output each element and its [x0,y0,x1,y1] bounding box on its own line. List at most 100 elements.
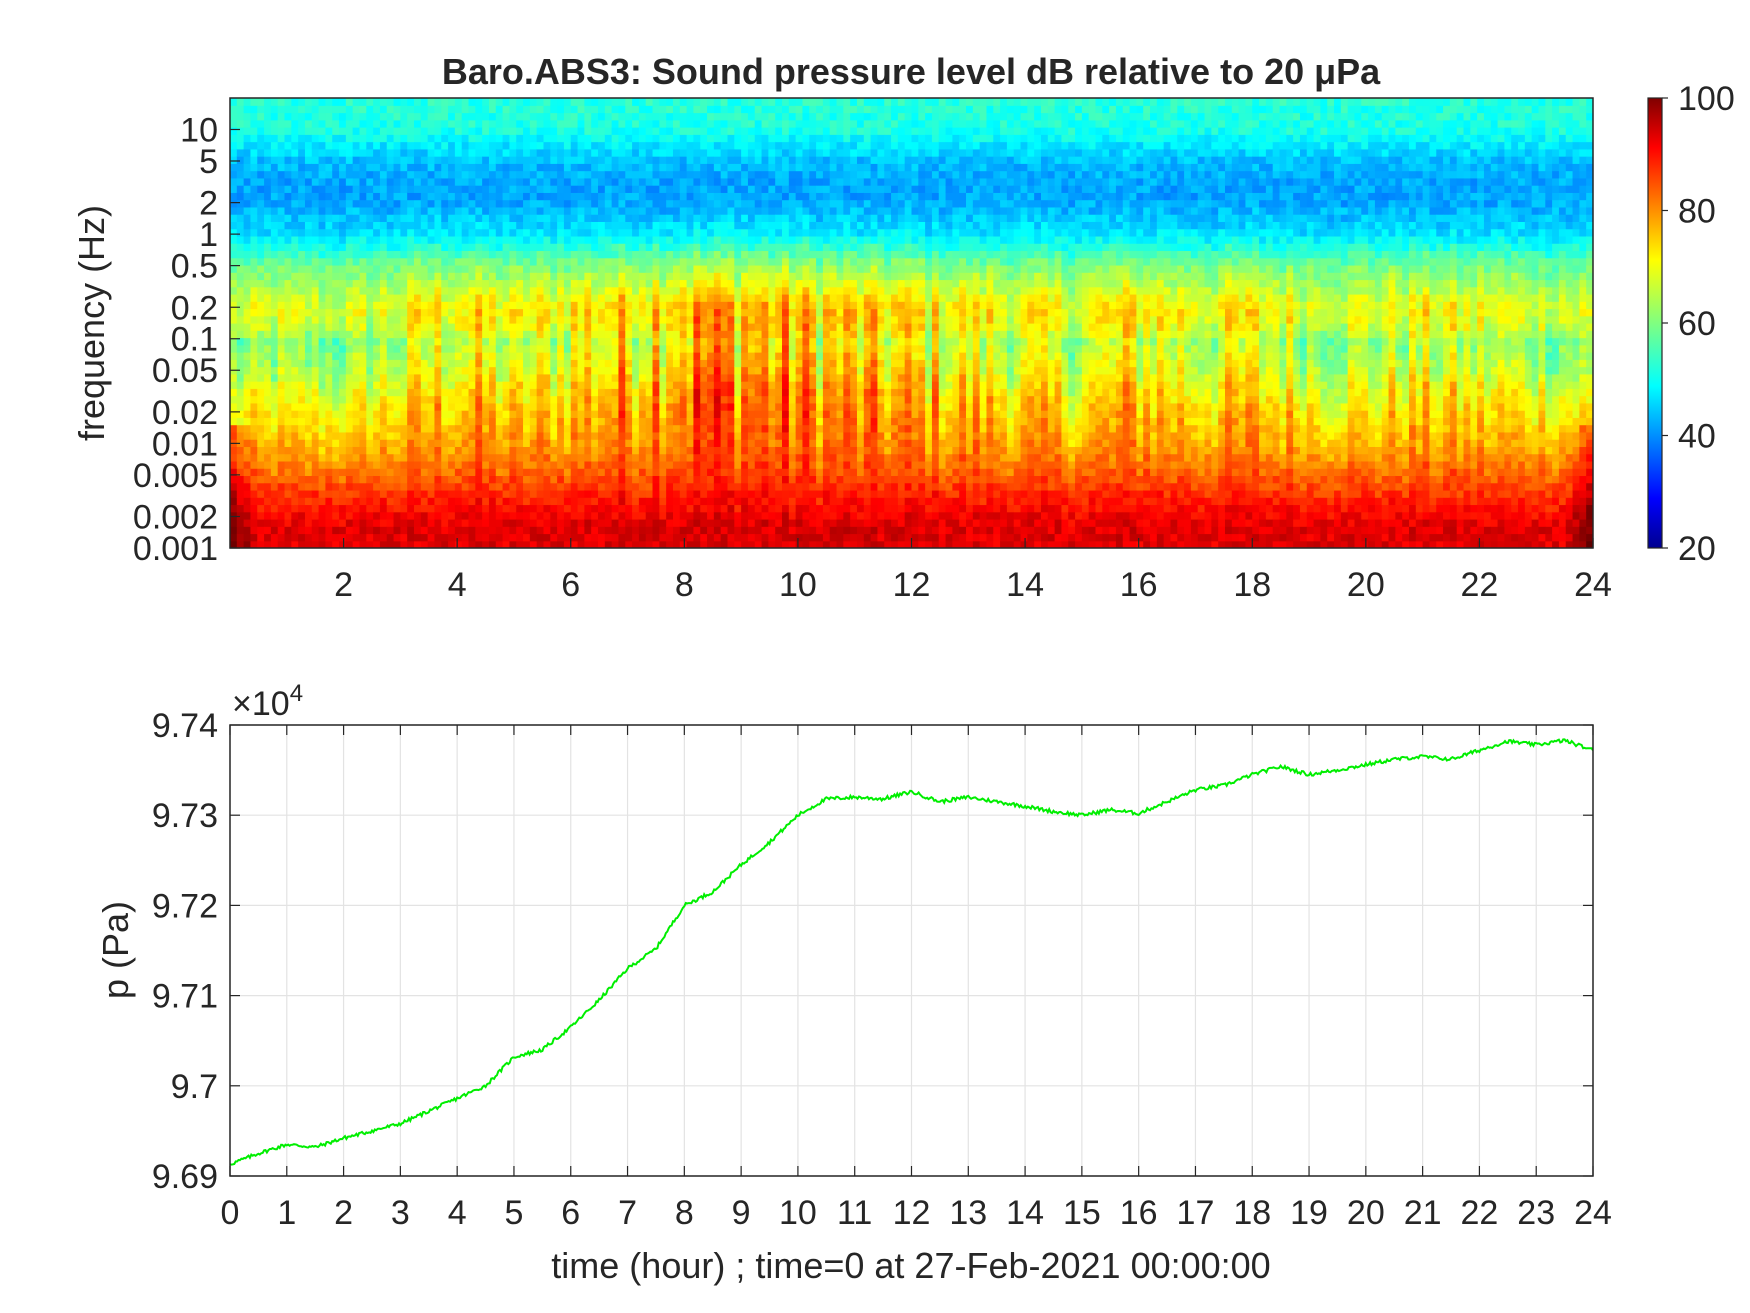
spectrogram-cell [434,460,442,469]
spectrogram-cell [257,98,265,106]
spectrogram-cell [727,286,735,295]
spectrogram-cell [230,293,238,302]
spectrogram-cell [516,410,524,418]
spectrogram-cell [598,279,606,288]
spectrogram-cell [761,156,769,164]
spectrogram-cell [495,475,504,484]
spectrogram-cell [502,511,511,520]
spectrogram-cell [550,177,558,186]
spectrogram-cell [557,199,565,208]
spectrogram-cell [557,489,565,498]
spectrogram-cell [632,453,640,462]
spectrogram-cell [570,315,579,324]
spectrogram-cell [345,518,354,527]
spectrogram-cell [523,518,531,527]
spectrogram-cell [270,337,279,346]
spectrogram-cell [386,293,395,302]
spectrogram-cell [625,127,633,135]
spectrogram-cell [666,206,674,215]
spectrogram-cell [482,337,490,346]
spectrogram-cell [345,272,354,281]
spectrogram-cell [672,489,681,498]
spectrogram-cell [557,315,565,324]
spectrogram-cell [379,148,388,157]
spectrogram-cell [250,373,258,382]
spectrogram-cell [700,279,708,288]
spectrogram-cell [700,330,708,339]
spectrogram-cell [393,460,401,469]
spectrogram-cell [373,446,381,455]
spectrogram-cell [645,214,654,222]
spectrogram-cell [604,410,613,418]
spectrogram-cell [707,337,715,346]
spectrogram-cell [475,344,483,353]
spectrogram-cell [604,98,613,106]
spectrogram-cell [468,170,476,179]
spectrogram-cell [720,105,729,114]
spectrogram-cell [243,337,252,346]
spectrogram-cell [488,148,497,157]
spectrogram-cell [366,388,374,397]
spectrogram-cell [693,127,701,135]
spectrogram-cell [441,381,449,389]
spectrogram-cell [679,199,688,208]
spectrogram-cell [502,156,511,164]
spectrogram-cell [284,105,292,114]
spectrogram-cell [277,511,286,520]
spectrogram-cell [550,98,558,106]
spectrogram-cell [754,446,763,455]
spectrogram-cell [775,526,783,535]
spectrogram-cell [570,170,579,179]
spectrogram-cell [468,446,476,455]
spectrogram-cell [427,344,436,353]
spectrogram-cell [359,192,367,201]
spectrogram-cell [257,163,265,172]
spectrogram-cell [754,177,763,186]
spectrogram-cell [352,366,361,375]
spectrogram-cell [284,243,292,252]
spectrogram-cell [475,460,483,469]
spectrogram-cell [686,511,695,520]
spectrogram-cell [618,344,626,353]
spectrogram-cell [727,497,735,506]
spectrogram-cell [632,366,640,375]
spectrogram-cell [495,468,504,477]
spectrogram-cell [591,460,599,469]
spectrogram-cell [720,235,729,244]
spectrogram-cell [768,308,776,317]
spectrogram-cell [400,286,408,295]
spectrogram-cell [270,127,279,135]
spectrogram-cell [713,395,722,404]
spectrogram-cell [761,352,769,360]
spectrogram-cell [318,468,327,477]
spectrogram-cell [679,250,688,259]
spectrogram-cell [550,511,558,520]
spectrogram-cell [775,352,783,360]
spectrogram-cell [461,228,470,237]
spectrogram-cell [584,134,592,143]
spectrogram-cell [720,431,729,440]
spectrogram-cell [734,170,742,179]
spectrogram-cell [632,504,640,513]
spectrogram-cell [679,286,688,295]
spectrogram-cell [516,417,524,426]
spectrogram-cell [516,301,524,310]
spectrogram-cell [264,199,272,208]
spectrogram-cell [441,192,449,201]
spectrogram-cell [352,156,361,164]
spectrogram-cell [652,344,660,353]
spectrogram-cell [304,453,313,462]
spectrogram-cell [741,185,749,193]
spectrogram-cell [713,228,722,237]
spectrogram-cell [257,105,265,114]
spectrogram-cell [768,482,776,491]
spectrogram-cell [638,533,647,542]
spectrogram-cell [557,286,565,295]
spectrogram-cell [400,540,408,548]
spectrogram-cell [536,431,545,440]
spectrogram-cell [243,359,252,368]
spectrogram-cell [400,511,408,520]
spectrogram-cell [482,446,490,455]
spectrogram-cell [332,272,340,281]
spectrogram-cell [672,156,681,164]
